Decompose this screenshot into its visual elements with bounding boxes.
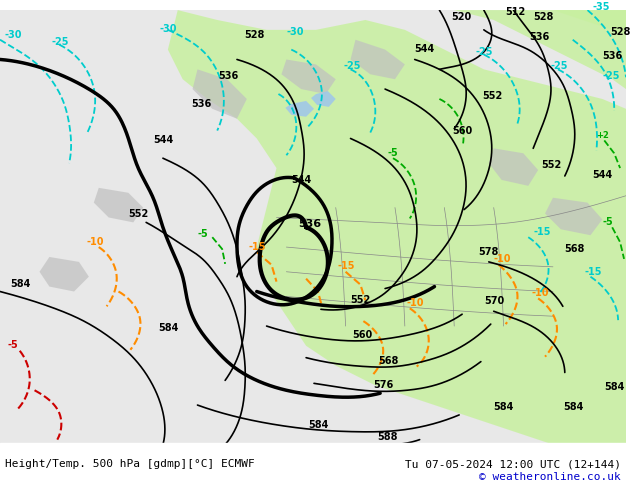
Text: 584: 584 [158, 323, 178, 333]
Text: 568: 568 [564, 244, 584, 254]
Text: 584: 584 [494, 402, 514, 412]
Text: 584: 584 [308, 420, 328, 430]
Text: 512: 512 [505, 7, 526, 17]
Text: -10: -10 [407, 298, 424, 308]
Text: 584: 584 [604, 382, 624, 392]
PathPatch shape [281, 59, 336, 94]
Text: 544: 544 [291, 175, 311, 185]
Text: 536: 536 [298, 220, 321, 229]
Text: -15: -15 [249, 242, 266, 252]
PathPatch shape [311, 91, 336, 107]
Text: -25: -25 [344, 61, 361, 72]
Text: -30: -30 [287, 27, 304, 37]
PathPatch shape [545, 197, 602, 235]
PathPatch shape [553, 10, 626, 35]
Text: 520: 520 [451, 12, 472, 22]
PathPatch shape [454, 10, 626, 89]
Text: 570: 570 [484, 296, 504, 306]
Text: -15: -15 [533, 227, 551, 237]
PathPatch shape [94, 188, 143, 222]
Text: -10: -10 [531, 289, 549, 298]
Text: -5: -5 [387, 148, 398, 158]
Text: 536: 536 [191, 99, 212, 109]
PathPatch shape [39, 257, 89, 292]
Text: 578: 578 [478, 247, 498, 257]
Text: -10: -10 [87, 237, 105, 247]
Text: 584: 584 [10, 279, 30, 289]
Text: 544: 544 [153, 135, 173, 146]
Text: © weatheronline.co.uk: © weatheronline.co.uk [479, 472, 621, 482]
Text: -25: -25 [476, 47, 493, 56]
PathPatch shape [285, 101, 314, 117]
Text: 552: 552 [128, 209, 148, 220]
Text: -15: -15 [585, 267, 602, 277]
Text: -5: -5 [8, 340, 18, 350]
Text: +2: +2 [597, 131, 609, 141]
Text: -30: -30 [5, 30, 22, 40]
Text: 536: 536 [218, 71, 238, 81]
Text: -25: -25 [51, 37, 69, 47]
PathPatch shape [351, 40, 405, 79]
Text: 528: 528 [533, 12, 553, 22]
Text: Tu 07-05-2024 12:00 UTC (12+144): Tu 07-05-2024 12:00 UTC (12+144) [405, 459, 621, 469]
Text: 552: 552 [482, 91, 502, 101]
PathPatch shape [168, 10, 626, 444]
Text: 528: 528 [245, 30, 265, 40]
Text: -25: -25 [551, 61, 569, 72]
Text: 560: 560 [353, 330, 373, 340]
Text: -5: -5 [197, 229, 208, 239]
Bar [0, 442, 626, 484]
Text: 544: 544 [592, 170, 612, 180]
Text: 536: 536 [602, 51, 623, 61]
Text: Height/Temp. 500 hPa [gdmp][°C] ECMWF: Height/Temp. 500 hPa [gdmp][°C] ECMWF [5, 459, 255, 469]
Text: -35: -35 [592, 2, 610, 12]
PathPatch shape [193, 70, 247, 119]
Text: 568: 568 [378, 356, 399, 366]
Text: 588: 588 [377, 432, 398, 441]
Text: -10: -10 [494, 254, 511, 264]
Text: 584: 584 [563, 402, 583, 412]
Text: 544: 544 [415, 44, 435, 53]
Text: 560: 560 [452, 125, 472, 136]
Text: -15: -15 [338, 261, 355, 271]
PathPatch shape [489, 148, 538, 186]
Text: 528: 528 [611, 27, 631, 37]
Text: -5: -5 [602, 218, 613, 227]
Text: 552: 552 [541, 160, 561, 170]
Text: -30: -30 [160, 24, 178, 34]
Text: 552: 552 [351, 295, 371, 305]
Text: -25: -25 [602, 71, 620, 81]
Text: 576: 576 [373, 380, 394, 390]
Text: 536: 536 [529, 32, 550, 42]
